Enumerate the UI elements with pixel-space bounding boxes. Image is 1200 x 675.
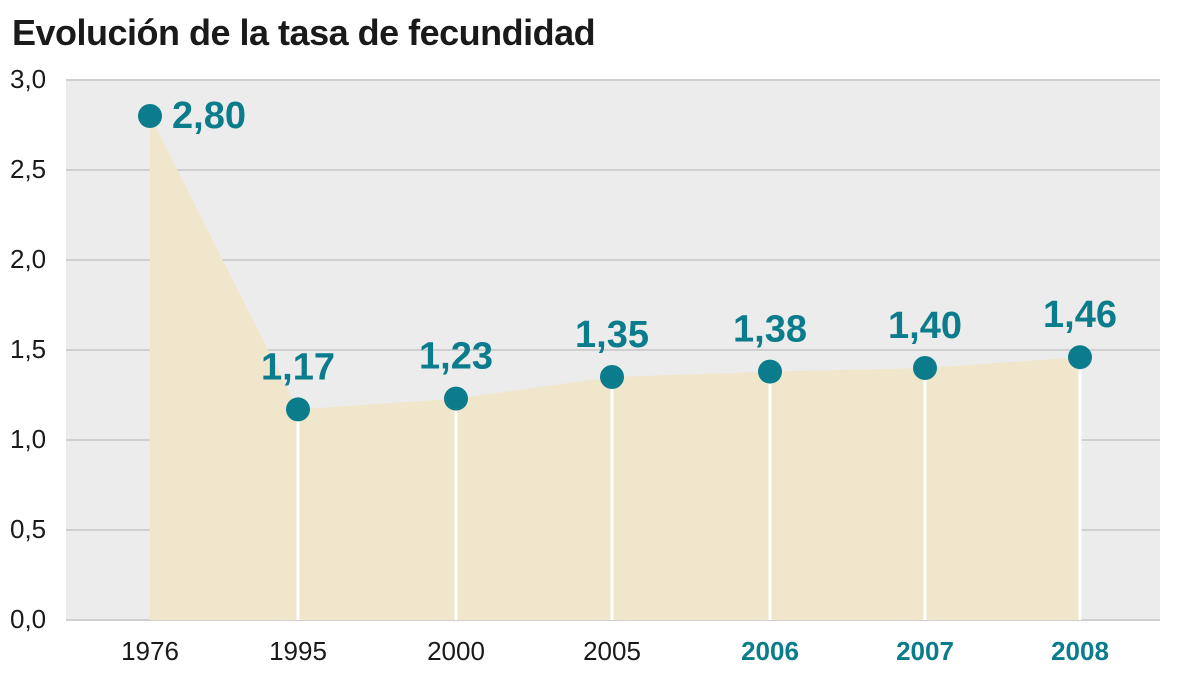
y-tick-label: 0,0 [10, 604, 46, 634]
area-series [150, 116, 1080, 620]
data-label-2005: 1,35 [575, 314, 649, 356]
x-axis-ticks: 1976 1995 2000 2005 2006 2007 2008 [121, 636, 1109, 666]
y-tick-label: 1,5 [10, 334, 46, 364]
data-point-2005 [600, 365, 624, 389]
x-tick-label-2006: 2006 [741, 636, 799, 666]
x-tick-label-1995: 1995 [269, 636, 327, 666]
data-points [138, 104, 1092, 422]
data-labels: 2,80 1,17 1,23 1,35 1,38 1,40 1,46 [172, 95, 1117, 388]
data-label-1995: 1,17 [261, 346, 335, 388]
x-tick-label-2005: 2005 [583, 636, 641, 666]
x-tick-label-2000: 2000 [427, 636, 485, 666]
data-label-2008: 1,46 [1043, 294, 1117, 336]
data-label-2000: 1,23 [419, 336, 493, 378]
data-label-1976: 2,80 [172, 95, 246, 137]
y-tick-label: 1,0 [10, 424, 46, 454]
data-point-2008 [1068, 345, 1092, 370]
x-tick-label-2007: 2007 [896, 636, 954, 666]
drop-lines [296, 357, 1082, 620]
x-tick-label-2008: 2008 [1051, 636, 1109, 666]
chart-title: Evolución de la tasa de fecundidad [12, 12, 596, 53]
data-point-2007 [913, 356, 937, 380]
y-tick-label: 0,5 [10, 514, 46, 544]
y-tick-label: 2,5 [10, 154, 46, 184]
data-point-1995 [286, 397, 310, 422]
x-tick-label-1976: 1976 [121, 636, 179, 666]
data-point-1976 [138, 104, 162, 128]
y-tick-label: 2,0 [10, 244, 46, 274]
y-tick-label: 3,0 [10, 64, 46, 94]
data-point-2000 [444, 386, 468, 411]
data-point-2006 [758, 359, 782, 384]
y-axis-ticks: 0,0 0,5 1,0 1,5 2,0 2,5 3,0 [10, 64, 46, 634]
data-label-2006: 1,38 [733, 309, 807, 351]
data-label-2007: 1,40 [888, 305, 962, 347]
